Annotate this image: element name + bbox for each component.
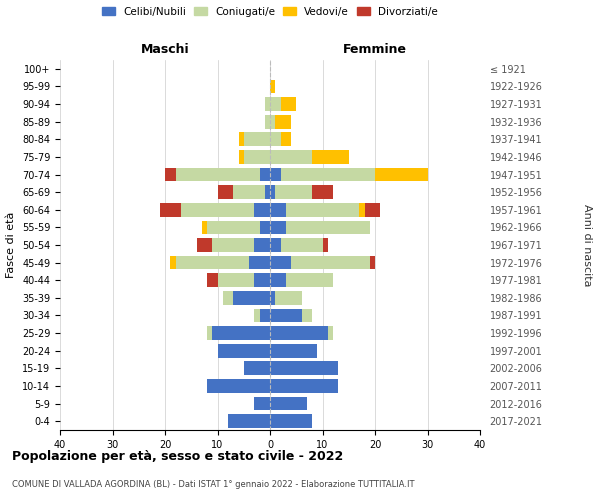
Bar xyxy=(212,326,270,340)
Bar xyxy=(218,186,233,199)
Bar xyxy=(302,308,312,322)
Bar xyxy=(270,97,281,111)
Bar xyxy=(270,115,275,128)
Bar xyxy=(270,291,275,304)
Bar xyxy=(207,274,218,287)
Bar xyxy=(281,97,296,111)
Bar xyxy=(270,168,281,181)
Bar xyxy=(270,238,281,252)
Bar xyxy=(207,379,270,393)
Bar xyxy=(270,326,328,340)
Bar xyxy=(281,132,291,146)
Bar xyxy=(218,344,270,358)
Bar xyxy=(170,256,176,270)
Bar xyxy=(165,168,176,181)
Bar xyxy=(254,238,270,252)
Bar xyxy=(254,396,270,410)
Bar xyxy=(260,168,270,181)
Bar xyxy=(323,238,328,252)
Bar xyxy=(218,274,254,287)
Bar xyxy=(365,203,380,216)
Bar xyxy=(233,291,270,304)
Bar xyxy=(270,132,281,146)
Bar xyxy=(254,203,270,216)
Bar xyxy=(207,220,260,234)
Bar xyxy=(270,150,312,164)
Bar xyxy=(212,238,254,252)
Text: Maschi: Maschi xyxy=(140,44,190,57)
Bar xyxy=(181,203,254,216)
Bar xyxy=(176,256,249,270)
Bar xyxy=(291,256,370,270)
Bar xyxy=(223,291,233,304)
Bar xyxy=(281,238,323,252)
Text: Popolazione per età, sesso e stato civile - 2022: Popolazione per età, sesso e stato civil… xyxy=(12,450,343,463)
Bar xyxy=(286,203,359,216)
Bar xyxy=(239,150,244,164)
Text: COMUNE DI VALLADA AGORDINA (BL) - Dati ISTAT 1° gennaio 2022 - Elaborazione TUTT: COMUNE DI VALLADA AGORDINA (BL) - Dati I… xyxy=(12,480,415,489)
Bar xyxy=(233,186,265,199)
Bar xyxy=(244,150,270,164)
Bar xyxy=(270,379,338,393)
Bar xyxy=(265,186,270,199)
Bar xyxy=(254,274,270,287)
Bar xyxy=(270,362,338,375)
Bar xyxy=(275,115,291,128)
Bar xyxy=(286,274,333,287)
Y-axis label: Anni di nascita: Anni di nascita xyxy=(581,204,592,286)
Bar xyxy=(228,414,270,428)
Bar xyxy=(275,186,312,199)
Bar xyxy=(270,396,307,410)
Bar xyxy=(260,308,270,322)
Bar xyxy=(176,168,260,181)
Bar xyxy=(270,414,312,428)
Bar xyxy=(244,362,270,375)
Bar xyxy=(265,115,270,128)
Bar xyxy=(270,274,286,287)
Bar xyxy=(312,186,333,199)
Bar xyxy=(270,256,291,270)
Bar xyxy=(202,220,207,234)
Bar xyxy=(160,203,181,216)
Bar xyxy=(254,308,260,322)
Bar xyxy=(207,326,212,340)
Bar xyxy=(275,291,302,304)
Bar xyxy=(239,132,244,146)
Bar xyxy=(244,132,270,146)
Bar xyxy=(270,220,286,234)
Legend: Celibi/Nubili, Coniugati/e, Vedovi/e, Divorziati/e: Celibi/Nubili, Coniugati/e, Vedovi/e, Di… xyxy=(98,2,442,21)
Bar xyxy=(375,168,427,181)
Bar xyxy=(270,80,275,94)
Bar xyxy=(359,203,365,216)
Bar xyxy=(270,186,275,199)
Bar xyxy=(270,308,302,322)
Bar xyxy=(286,220,370,234)
Bar xyxy=(328,326,333,340)
Bar xyxy=(260,220,270,234)
Bar xyxy=(312,150,349,164)
Bar xyxy=(370,256,375,270)
Bar xyxy=(197,238,212,252)
Bar xyxy=(270,344,317,358)
Bar xyxy=(281,168,375,181)
Bar xyxy=(270,203,286,216)
Bar xyxy=(265,97,270,111)
Text: Femmine: Femmine xyxy=(343,44,407,57)
Bar xyxy=(249,256,270,270)
Y-axis label: Fasce di età: Fasce di età xyxy=(7,212,16,278)
